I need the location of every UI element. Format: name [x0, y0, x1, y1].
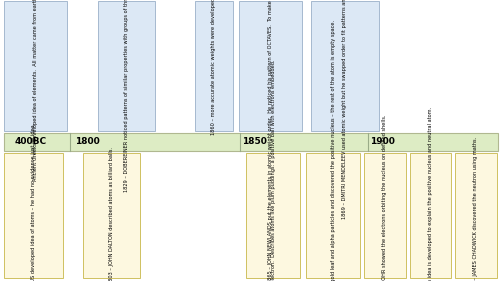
FancyBboxPatch shape [306, 153, 360, 278]
Text: 1913 – NELS BOHR showed the electrons orbiting the nucleus on defined shells.: 1913 – NELS BOHR showed the electrons or… [382, 115, 387, 281]
Text: 1897 – JJ THOMSON discovered the electron.  Describes atoms like plum puddings: : 1897 – JJ THOMSON discovered the electro… [270, 59, 276, 281]
Text: 1800: 1800 [75, 137, 100, 146]
Text: 1850: 1850 [242, 137, 268, 146]
FancyBboxPatch shape [410, 153, 452, 278]
FancyBboxPatch shape [455, 153, 496, 278]
FancyBboxPatch shape [311, 1, 378, 131]
Text: 1865 – JOHN NEWLANDS put the elements in atomic weight order.  He noticed his pa: 1865 – JOHN NEWLANDS put the elements in… [268, 0, 273, 281]
Text: 1909-11 –Geiger, Marsden and RUTHERFORD: used gold leaf and alpha particles and : 1909-11 –Geiger, Marsden and RUTHERFORD:… [330, 20, 336, 281]
FancyBboxPatch shape [239, 1, 302, 131]
Text: 1803 – JOHN DALTON described atoms as billiard balls.: 1803 – JOHN DALTON described atoms as bi… [109, 147, 114, 281]
FancyBboxPatch shape [246, 153, 300, 278]
Text: 400BC: 400BC [15, 137, 47, 146]
FancyBboxPatch shape [4, 1, 66, 131]
Text: Ancient Greeks developed idea of elements.  All matter came from earth, air, wat: Ancient Greeks developed idea of element… [32, 0, 38, 181]
FancyBboxPatch shape [195, 1, 232, 131]
FancyBboxPatch shape [98, 1, 155, 131]
Text: 1829 – DOBEREINER noticed patterns of similar properties with groups of three el: 1829 – DOBEREINER noticed patterns of si… [124, 0, 129, 192]
Text: 1860 – more accurate atomic weights were developed.: 1860 – more accurate atomic weights were… [211, 0, 216, 135]
FancyBboxPatch shape [4, 133, 498, 151]
Text: 1932 – JAMES CHADWICK discovered the neutron using maths.: 1932 – JAMES CHADWICK discovered the neu… [473, 137, 478, 281]
FancyBboxPatch shape [82, 153, 140, 278]
Text: DEMOCRITUS developed idea of atoms – he had no evidence just an idea.: DEMOCRITUS developed idea of atoms – he … [31, 123, 36, 281]
Text: 1869 – DMITRI MENDELEEV used atomic weight but he swapped order to fit patterns : 1869 – DMITRI MENDELEEV used atomic weig… [342, 0, 347, 219]
Text: 1900: 1900 [370, 137, 395, 146]
FancyBboxPatch shape [364, 153, 406, 278]
Text: 1920 – The proton idea is developed to explain the positive nucleus and neutral : 1920 – The proton idea is developed to e… [428, 106, 433, 281]
FancyBboxPatch shape [4, 153, 63, 278]
